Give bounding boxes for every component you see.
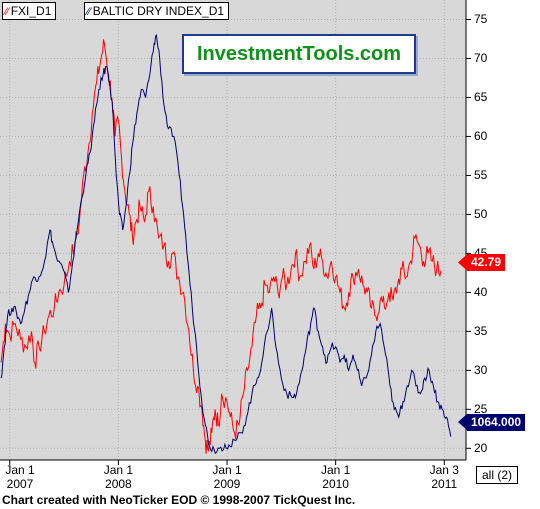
fxi-last-value: 42.79 — [467, 254, 506, 271]
bdi-last-value-arrow — [458, 414, 467, 430]
y-tick-label: 30 — [474, 363, 488, 378]
x-tick-label: Jan 1 2010 — [316, 463, 356, 491]
x-tick-line1: Jan 1 — [103, 463, 134, 477]
fxi-line-icon: ⁄⁄ — [5, 6, 9, 18]
y-tick-label: 70 — [474, 51, 488, 66]
y-tick-label: 25 — [474, 402, 488, 417]
x-tick-line2: 2011 — [431, 477, 458, 491]
x-tick-line2: 2009 — [213, 477, 241, 491]
y-tick-label: 60 — [474, 129, 488, 144]
x-tick-line1: Jan 1 — [212, 463, 242, 477]
all-panes-button[interactable]: all (2) — [476, 466, 518, 484]
y-tick-label: 55 — [474, 168, 488, 183]
fxi-last-value-arrow — [458, 254, 467, 271]
x-tick-label: Jan 1 2009 — [207, 463, 247, 491]
bdi-last-value: 1064.000 — [467, 413, 526, 431]
series-lines — [0, 34, 452, 455]
x-tick-label: Jan 1 2007 — [0, 463, 40, 491]
y-tick-label: 35 — [474, 324, 488, 339]
x-tick-label: Jan 3 2011 — [424, 463, 464, 491]
legend-fxi-label: FXI_D1 — [10, 4, 52, 18]
y-tick-label: 40 — [474, 285, 488, 300]
x-tick-label: Jan 1 2008 — [98, 463, 138, 491]
x-tick-line2: 2010 — [322, 477, 349, 491]
footer-credit: Chart created with NeoTicker EOD © 1998-… — [2, 493, 356, 507]
x-tick-line2: 2008 — [105, 477, 132, 491]
legend-bdi[interactable]: ⁄⁄ BALTIC DRY INDEX_D1 — [84, 2, 230, 20]
legend-fxi[interactable]: ⁄⁄ FXI_D1 — [2, 2, 57, 20]
plot-area — [0, 0, 466, 460]
x-tick-line1: Jan 1 — [5, 463, 35, 477]
y-tick-label: 75 — [474, 12, 488, 27]
brand-logo: InvestmentTools.com — [182, 34, 416, 74]
x-tick-line2: 2007 — [6, 477, 34, 491]
y-tick-label: 65 — [474, 90, 488, 105]
bdi-series-line — [0, 34, 452, 455]
x-tick-line1: Jan 1 — [320, 463, 351, 477]
fxi-series-line — [0, 39, 442, 454]
y-tick-label: 20 — [474, 441, 488, 456]
x-tick-line1: Jan 3 — [429, 463, 459, 477]
legend-bdi-label: BALTIC DRY INDEX_D1 — [92, 4, 225, 18]
axis-ticks — [9, 18, 471, 465]
bdi-line-icon: ⁄⁄ — [87, 6, 91, 18]
y-tick-label: 50 — [474, 207, 488, 222]
